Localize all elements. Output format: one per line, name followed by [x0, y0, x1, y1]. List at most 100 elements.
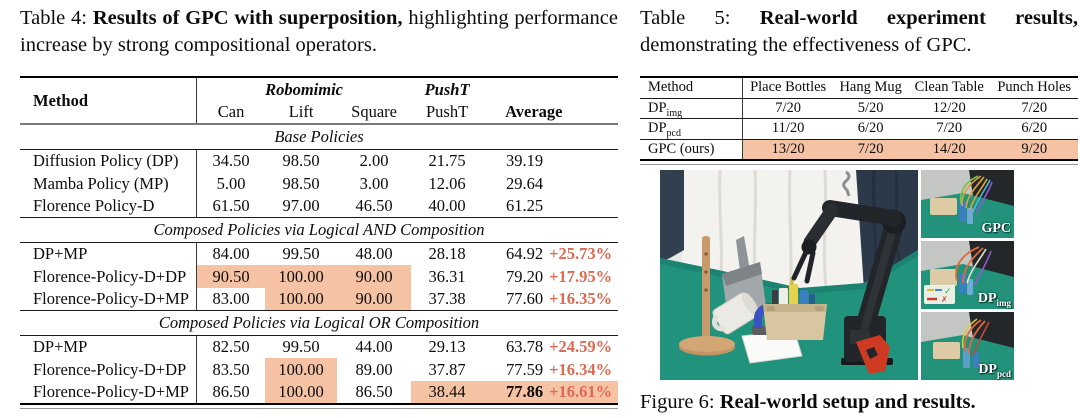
cell-square-highlighted: 90.00 — [337, 287, 412, 311]
cell-square: 3.00 — [359, 173, 389, 193]
table5-caption-bold: Real-world experiment results, — [759, 7, 1078, 29]
cell-pusht: 28.18 — [428, 244, 466, 263]
cell-lift: 99.50 — [282, 244, 320, 263]
cell-pusht: 37.87 — [428, 359, 466, 379]
delta-badge: +16.34% — [549, 359, 613, 379]
avg-value: 77.60 — [505, 289, 544, 308]
section-or-composition: Composed Policies via Logical OR Composi… — [20, 310, 618, 336]
group-robomimic: Robomimic — [196, 77, 412, 101]
cell-method: Diffusion Policy (DP) — [33, 151, 179, 170]
cell-square-highlighted: 90.00 — [337, 265, 412, 288]
table-row: Florence-Policy-D+MP 83.00 100.00 90.00 … — [20, 287, 618, 311]
mini-dppcd-photo — [921, 311, 1014, 380]
method-subscript: img — [666, 107, 683, 119]
method-name: DP — [648, 99, 667, 116]
table5-caption-rest: demonstrating the effectiveness of GPC. — [640, 34, 972, 56]
figure6-main-photo — [660, 169, 918, 380]
cell-average: 29.64 — [483, 172, 618, 195]
avg-value: 77.86 — [505, 382, 544, 401]
svg-text:✗: ✗ — [941, 295, 948, 304]
white-mug — [711, 292, 759, 334]
cell-method: Mamba Policy (MP) — [33, 173, 169, 193]
cell-average: 77.59 +16.34% — [483, 358, 618, 381]
mini-label-dp-pcd: DPpcd — [978, 362, 1011, 379]
table5-header-row: Method Place Bottles Hang Mug Clean Tabl… — [640, 77, 1078, 99]
cell-average: 63.78 +24.59% — [483, 335, 618, 358]
table-row: Mamba Policy (MP) 5.00 98.50 3.00 12.06 … — [20, 172, 618, 195]
cell-lift: 97.00 — [282, 196, 320, 215]
cell-place-bottles: 11/20 — [742, 118, 834, 140]
figure6-caption-prefix: Figure 6: — [640, 390, 720, 413]
cell-square: 2.00 — [359, 151, 389, 170]
avg-value: 61.25 — [505, 196, 544, 215]
col-can: Can — [196, 100, 266, 124]
cell-average: 77.60 +16.35% — [483, 288, 618, 311]
delta-badge: +17.95% — [549, 266, 613, 286]
cell-pusht: 21.75 — [428, 151, 466, 170]
cell-square: 89.00 — [355, 359, 393, 379]
cell-average: 61.25 — [483, 195, 618, 218]
delta-badge: +25.73% — [549, 244, 613, 263]
cell-method: Florence-Policy-D+MP — [33, 289, 189, 308]
cell-pusht-highlighted: 38.44 — [411, 380, 484, 404]
mini-label-subscript: img — [996, 297, 1012, 308]
cell-pusht: 29.13 — [428, 337, 466, 356]
cell-lift: 98.50 — [282, 173, 320, 193]
col-square: Square — [351, 102, 397, 121]
bottle-basket — [763, 277, 827, 340]
cell-can: 83.00 — [196, 287, 266, 311]
table4-bottom-rule — [20, 407, 618, 409]
table-row: DP+MP 82.50 99.50 44.00 29.13 63.78 +24.5… — [20, 335, 618, 358]
col-average: Average — [505, 102, 563, 121]
col-pusht: PushT — [425, 102, 469, 121]
svg-text:✓: ✓ — [944, 287, 952, 297]
cell-method: DP+MP — [33, 244, 88, 263]
section-label: Composed Policies via Logical AND Compos… — [20, 217, 618, 243]
col-method: Method — [640, 77, 743, 99]
mini-label-text: DP — [978, 361, 997, 377]
table4-caption: Table 4: Results of GPC with superpositi… — [20, 5, 618, 59]
cell-can: 5.00 — [196, 172, 266, 195]
group-spacer — [483, 77, 618, 101]
cell-pusht: 40.00 — [428, 196, 466, 215]
cell-hang-mug: 6/20 — [833, 118, 909, 140]
table4-column: Table 4: Results of GPC with superpositi… — [20, 5, 618, 409]
table4-caption-prefix: Table 4: — [20, 7, 93, 29]
figure6-caption: Figure 6: Real-world setup and results. — [640, 389, 1078, 415]
mini-gpc-photo — [921, 169, 1014, 238]
cell-clean-table: 12/20 — [908, 98, 991, 119]
cell-average-highlighted: 77.86 +16.61% — [483, 380, 618, 404]
col-place-bottles: Place Bottles — [742, 77, 834, 99]
table4-header-row-cols: Can Lift Square PushT Average — [20, 100, 618, 124]
cell-can: 86.50 — [196, 380, 266, 404]
mini-image-gpc: GPC — [921, 169, 1014, 238]
table-row: Florence Policy-D 61.50 97.00 46.50 40.0… — [20, 194, 618, 218]
col-method: Method — [33, 90, 88, 110]
table5-wrapper: Method Place Bottles Hang Mug Clean Tabl… — [640, 76, 1078, 165]
method-name: DP — [648, 120, 667, 136]
table4-body: Base Policies Diffusion Policy (DP) 34.5… — [20, 123, 618, 404]
figure6-mini-column: GPC ✓ — [921, 169, 1014, 380]
cell-average: 39.19 — [483, 149, 618, 172]
cell-method: Florence-Policy-D+DP — [33, 359, 187, 379]
table5-column: Table 5: Real-world experiment results, … — [640, 5, 1078, 415]
cell-clean-table-highlighted: 14/20 — [908, 139, 991, 160]
mug-tree — [679, 235, 735, 355]
cell-method: DPpcd — [640, 118, 743, 140]
figure6-caption-bold: Real-world setup and results. — [719, 390, 976, 413]
table5-caption: Table 5: Real-world experiment results, … — [640, 5, 1078, 59]
cell-square: 44.00 — [355, 337, 393, 356]
table4-header-row-groups: Method Robomimic PushT — [20, 77, 618, 110]
avg-value: 63.78 — [505, 337, 544, 356]
cell-place-bottles: 7/20 — [742, 98, 834, 119]
hanging-hook-icon — [842, 170, 851, 196]
cell-can: 61.50 — [196, 194, 266, 218]
left-curtain — [660, 169, 684, 262]
trajectory-lines — [963, 318, 986, 354]
table4: Method Robomimic PushT Can Lift Square P… — [20, 76, 618, 405]
table4-header: Method Robomimic PushT Can Lift Square P… — [20, 77, 618, 124]
cell-average: 64.92 +25.73% — [483, 242, 618, 265]
cell-method: GPC (ours) — [640, 139, 743, 160]
table-row: DPpcd 11/20 6/20 7/20 6/20 — [640, 118, 1078, 140]
table-row: DPimg 7/20 5/20 12/20 7/20 — [640, 98, 1078, 119]
